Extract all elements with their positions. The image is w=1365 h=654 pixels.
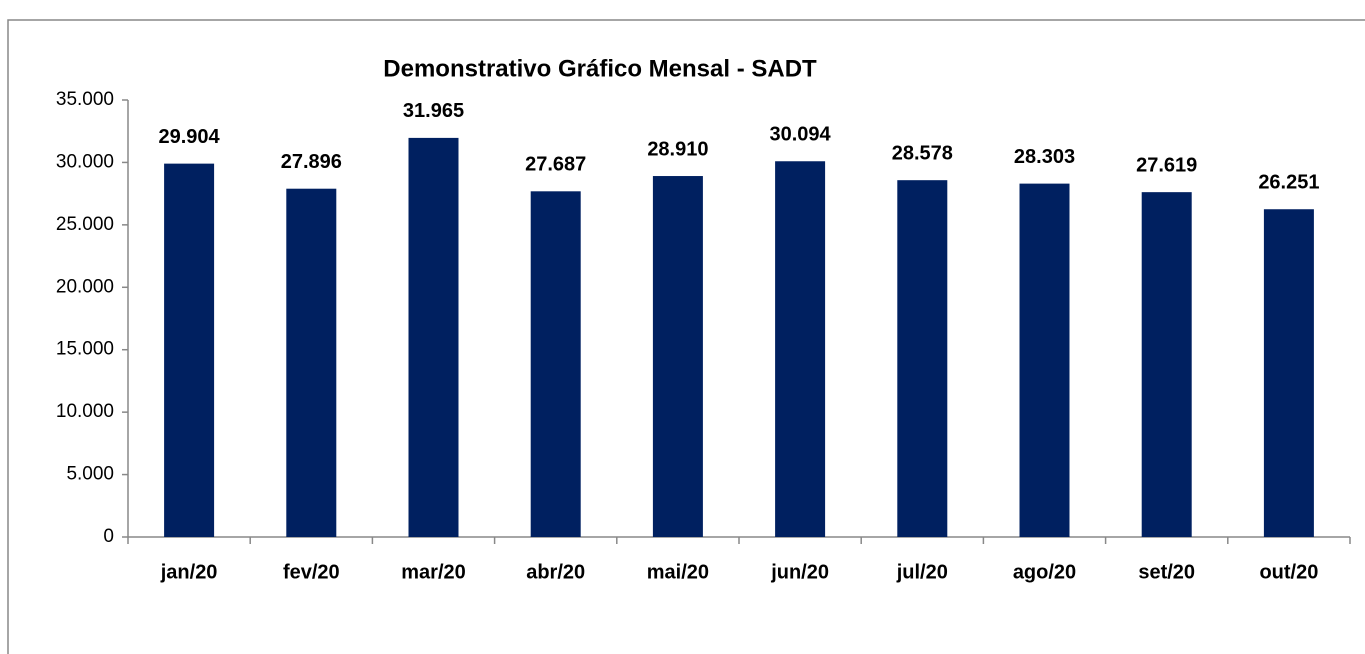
y-tick-label: 5.000	[66, 464, 114, 485]
y-tick-label: 10.000	[56, 401, 114, 422]
x-tick-label: fev/20	[283, 561, 340, 583]
x-tick-label: mai/20	[647, 561, 709, 583]
data-label: 31.965	[403, 100, 464, 122]
chart-title: Demonstrativo Gráfico Mensal - SADT	[383, 55, 817, 82]
y-tick-label: 0	[103, 526, 114, 547]
bar	[1019, 183, 1070, 537]
x-tick-label: set/20	[1138, 561, 1195, 583]
x-tick-label: ago/20	[1013, 561, 1076, 583]
data-label: 27.619	[1136, 154, 1197, 176]
y-tick-label: 25.000	[56, 214, 114, 235]
x-tick-label: jan/20	[160, 561, 218, 583]
data-label: 28.303	[1014, 146, 1075, 168]
bar	[408, 137, 459, 537]
data-label: 30.094	[770, 124, 832, 146]
bar	[286, 188, 337, 537]
data-label: 28.910	[647, 138, 708, 160]
data-label: 27.896	[281, 151, 342, 173]
y-tick-label: 35.000	[56, 89, 114, 110]
chart-border	[7, 19, 1365, 654]
y-tick-label: 30.000	[56, 151, 114, 172]
y-tick-label: 15.000	[56, 339, 114, 360]
data-label: 27.687	[525, 154, 586, 176]
bar	[1141, 192, 1192, 538]
bar	[164, 163, 215, 537]
data-label: 29.904	[159, 126, 221, 148]
x-tick-label: jun/20	[770, 561, 829, 583]
x-tick-label: abr/20	[526, 561, 585, 583]
bar	[897, 180, 948, 537]
y-tick-label: 20.000	[56, 276, 114, 297]
bar	[1263, 209, 1314, 537]
bar	[652, 176, 703, 537]
x-tick-label: jul/20	[896, 561, 948, 583]
bar	[530, 191, 581, 537]
x-tick-label: out/20	[1259, 561, 1318, 583]
data-label: 28.578	[892, 142, 953, 164]
data-label: 26.251	[1258, 172, 1319, 194]
bar	[775, 161, 826, 537]
x-tick-label: mar/20	[401, 561, 466, 583]
